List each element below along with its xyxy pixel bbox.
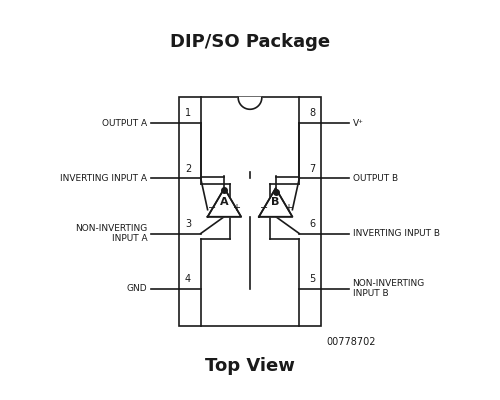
Text: A: A	[220, 197, 228, 207]
Text: OUTPUT A: OUTPUT A	[102, 118, 148, 128]
Bar	[179, 98, 321, 326]
Text: 7: 7	[309, 164, 315, 174]
Text: GND: GND	[127, 284, 148, 293]
Text: 8: 8	[309, 108, 315, 118]
Text: 00778702: 00778702	[326, 337, 376, 347]
Text: 3: 3	[185, 219, 191, 229]
Text: NON-INVERTING
INPUT B: NON-INVERTING INPUT B	[352, 279, 425, 298]
Text: B: B	[272, 197, 280, 207]
Text: +: +	[232, 203, 240, 213]
Text: INVERTING INPUT A: INVERTING INPUT A	[60, 174, 148, 183]
Text: +: +	[284, 203, 292, 213]
Polygon shape	[238, 98, 262, 109]
Text: Top View: Top View	[205, 357, 295, 375]
Text: INVERTING INPUT B: INVERTING INPUT B	[352, 229, 440, 238]
Polygon shape	[259, 188, 292, 217]
Polygon shape	[208, 188, 241, 217]
Text: OUTPUT B: OUTPUT B	[352, 174, 398, 183]
Text: NON-INVERTING
INPUT A: NON-INVERTING INPUT A	[75, 224, 148, 243]
Text: −: −	[208, 203, 216, 213]
Text: 1: 1	[185, 108, 191, 118]
Text: 4: 4	[185, 274, 191, 284]
Text: 5: 5	[309, 274, 315, 284]
Text: 2: 2	[185, 164, 191, 174]
Text: V⁺: V⁺	[352, 118, 364, 128]
Text: 6: 6	[309, 219, 315, 229]
Text: DIP/SO Package: DIP/SO Package	[170, 33, 330, 51]
Text: −: −	[260, 203, 268, 213]
